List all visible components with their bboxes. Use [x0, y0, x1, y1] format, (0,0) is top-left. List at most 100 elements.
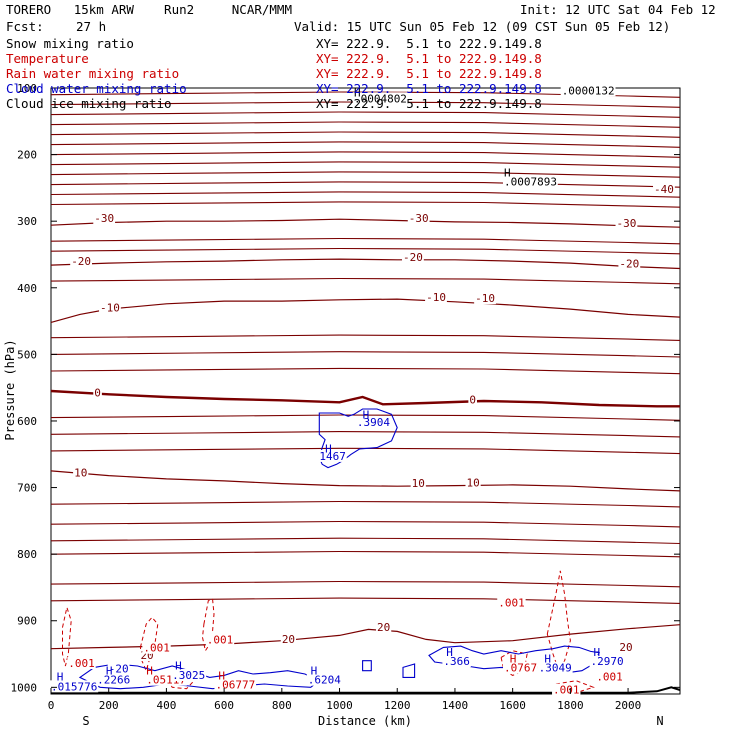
- isotherm-line: [50, 520, 681, 528]
- contour-labels: -30 -30 -30 -40 -20 -20 -20 -10 -10 -10 0 0 10 10 10 20…: [50, 84, 675, 697]
- isotherm-label: 20: [282, 633, 295, 646]
- contour-value-label-bg: [306, 673, 342, 686]
- contour-value-label-bg: [355, 415, 391, 428]
- forecast-hours: 27 h: [76, 19, 107, 34]
- high-marker: H: [311, 665, 318, 678]
- isotherm-line: [50, 131, 681, 138]
- high-marker: H: [325, 442, 332, 455]
- init-time: Init: 12 UTC Sat 04 Feb 12: [520, 2, 716, 17]
- isotherm-line: [50, 151, 681, 158]
- y-tick-label: 500: [17, 348, 37, 361]
- north-label: N: [656, 714, 663, 728]
- legend-entry-xy: XY= 222.9. 5.1 to 222.9.149.8: [316, 66, 542, 81]
- legend-entry-xy: XY= 222.9. 5.1 to 222.9.149.8: [316, 51, 542, 66]
- x-tick-label: 2000: [615, 699, 642, 712]
- isotherm-line: [50, 470, 681, 492]
- high-marker: H: [175, 659, 182, 672]
- high-marker: H: [593, 646, 600, 659]
- contour-value-label: .2266: [97, 674, 130, 687]
- x-tick-label: 1400: [442, 699, 469, 712]
- contour-value-label-bg: [352, 92, 408, 105]
- high-marker: H: [510, 653, 517, 666]
- isotherm-line: [50, 431, 681, 438]
- isotherm-line: [50, 171, 681, 178]
- contour-value-label-bg: [497, 596, 526, 609]
- contour-value-label-bg: [552, 683, 581, 696]
- contour-value-label: .0004802: [354, 92, 407, 105]
- high-marker: H: [354, 87, 361, 100]
- x-tick-label: 400: [156, 699, 176, 712]
- isotherm-label-bg: [410, 477, 426, 490]
- x-axis-ticks: 0 200 400 600 800 1000 1200 1400 1600 1800 2000: [48, 688, 642, 712]
- isotherm-label-bg: [70, 254, 92, 267]
- x-tick-label: 0: [48, 699, 55, 712]
- isotherm-line: [50, 247, 681, 255]
- valid-time: Valid: 15 UTC Sun 05 Feb 12 (09 CST Sun …: [294, 19, 671, 34]
- contour-value-label-bg: [560, 84, 616, 97]
- contour-value-label: .2970: [591, 655, 624, 668]
- isotherm-label: -20: [403, 251, 423, 264]
- isotherm-label-bg: [73, 466, 89, 479]
- contour-value-label: .001: [68, 657, 95, 670]
- legend-entry-xy: XY= 222.9. 5.1 to 222.9.149.8: [316, 36, 542, 51]
- contour-value-label: .0000132: [562, 84, 615, 97]
- isotherm-label: -40: [654, 183, 674, 196]
- x-tick-label: 1000: [326, 699, 353, 712]
- contour-value-label: -20: [109, 662, 129, 675]
- legend-entry-xy: XY= 222.9. 5.1 to 222.9.149.8: [316, 96, 542, 111]
- x-tick-label: 1200: [384, 699, 411, 712]
- isotherm-line: [50, 389, 680, 408]
- isotherm-line: [50, 101, 681, 108]
- isotherm-label-bg: [465, 476, 481, 489]
- isotherm-line: [50, 351, 681, 358]
- isotherm-label: -10: [100, 301, 120, 314]
- isotherm-label: 20: [377, 621, 390, 634]
- temperature-isotherms: [50, 91, 681, 650]
- contour-value-label-bg: [142, 641, 171, 654]
- isotherm-label-bg: [653, 182, 675, 195]
- y-tick-label: 300: [17, 215, 37, 228]
- ground-surface: [51, 686, 681, 694]
- high-marker: H: [446, 646, 453, 659]
- legend-entry-name: Cloud ice mixing ratio: [6, 96, 172, 111]
- isotherm-line: [50, 334, 681, 341]
- cloud-water-contour: [402, 663, 416, 678]
- contour-value-label: 1467: [319, 450, 346, 463]
- contour-value-label: .001: [596, 670, 623, 683]
- contour-value-label-bg: [205, 633, 235, 646]
- isotherm-label-bg: [99, 301, 121, 314]
- south-label: S: [82, 714, 89, 728]
- isotherm-label: -20: [619, 257, 639, 270]
- isotherm-label: -20: [71, 255, 91, 268]
- isotherm-line: [50, 181, 681, 188]
- contour-value-label-bg: [214, 678, 257, 691]
- isotherm-label-bg: [474, 292, 496, 305]
- isotherm-line: [50, 550, 681, 558]
- contour-value-label: .07676: [504, 662, 544, 675]
- rain-contour: [62, 605, 72, 667]
- high-marker: H: [363, 408, 370, 421]
- y-tick-label: 200: [17, 149, 37, 162]
- contour-value-label: .001: [498, 596, 524, 609]
- contour-value-label: .015776: [51, 680, 97, 693]
- isotherm-label: 10: [466, 477, 479, 490]
- contour-value-label: .0007893: [504, 176, 557, 189]
- isotherm-line: [50, 91, 681, 98]
- high-marker: H: [218, 669, 225, 682]
- isotherm-label-bg: [615, 216, 638, 229]
- rain-contour: [555, 680, 595, 694]
- contour-value-label-bg: [502, 661, 545, 674]
- contour-value-label-bg: [107, 662, 130, 675]
- cloud-water-contour: [362, 660, 372, 672]
- ground-line: [51, 686, 681, 694]
- isotherm-line: [50, 298, 681, 323]
- x-tick-label: 800: [272, 699, 292, 712]
- y-axis-title: Pressure (hPa): [3, 339, 17, 440]
- isotherm-label-bg: [618, 257, 641, 270]
- cloud-water-contour: [318, 408, 398, 469]
- isotherm-label-bg: [93, 212, 116, 225]
- y-tick-label: 900: [17, 615, 37, 628]
- model-title: TORERO 15km ARW Run2 NCAR/MMM: [6, 2, 292, 17]
